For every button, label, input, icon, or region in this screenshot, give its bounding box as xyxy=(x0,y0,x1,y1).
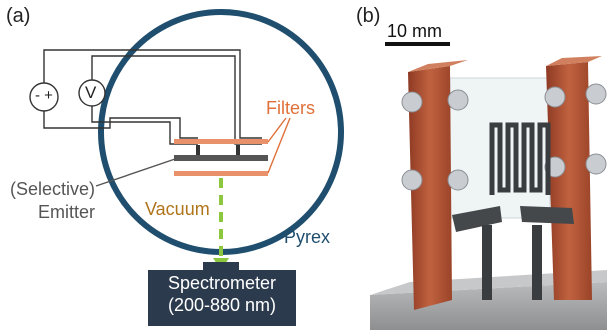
right-clamp xyxy=(520,206,574,224)
spectrometer-label: Spectrometer (200-880 nm) xyxy=(148,272,296,316)
emitter-contact-left xyxy=(196,145,200,155)
filters-pointer-top xyxy=(267,117,287,143)
left-clamp xyxy=(452,206,502,232)
left-copper-post xyxy=(408,66,452,310)
device-render xyxy=(370,42,607,330)
bolts xyxy=(401,83,607,191)
serpentine-emitter xyxy=(489,122,551,195)
scale-label: 10 mm xyxy=(387,21,443,41)
emitter-pointer xyxy=(95,157,179,187)
spectrometer-box xyxy=(148,270,296,326)
spectrometer-port xyxy=(203,262,239,272)
render-panel: (b) 10 mm xyxy=(350,0,607,330)
source-symbol xyxy=(29,82,59,112)
emitter-label-line1: (Selective) xyxy=(10,179,96,199)
bottom-filter xyxy=(174,171,268,176)
schematic-panel: (a) - + V Filters (Selective) Emitter Va… xyxy=(6,5,344,326)
wiring xyxy=(43,49,262,145)
panel-a-label: (a) xyxy=(6,5,31,27)
emitter-label-line2: Emitter xyxy=(38,202,96,222)
vacuum-label: Vacuum xyxy=(145,199,210,219)
left-leg xyxy=(482,225,492,300)
left-copper-post-top xyxy=(408,60,468,72)
right-copper-post-top xyxy=(546,56,602,66)
voltmeter-label: V xyxy=(85,83,97,102)
filters-label: Filters xyxy=(266,98,315,118)
emitter-plate xyxy=(174,155,268,161)
right-leg xyxy=(532,225,542,300)
spectrometer-label-line2: (200-880 nm) xyxy=(167,295,277,315)
panel-b-label: (b) xyxy=(356,5,381,27)
pyrex-label: Pyrex xyxy=(284,227,331,247)
voltmeter-symbol xyxy=(78,79,106,107)
source-sign: - + xyxy=(35,87,53,104)
schematic-drawing xyxy=(29,9,344,326)
filters-pointer-bottom xyxy=(267,117,291,174)
top-filter xyxy=(174,139,268,144)
right-copper-post xyxy=(546,62,592,300)
emitter-contact-right xyxy=(236,145,240,155)
scale-bar xyxy=(385,42,450,46)
spectrometer-label-line1: Spectrometer xyxy=(167,273,277,293)
